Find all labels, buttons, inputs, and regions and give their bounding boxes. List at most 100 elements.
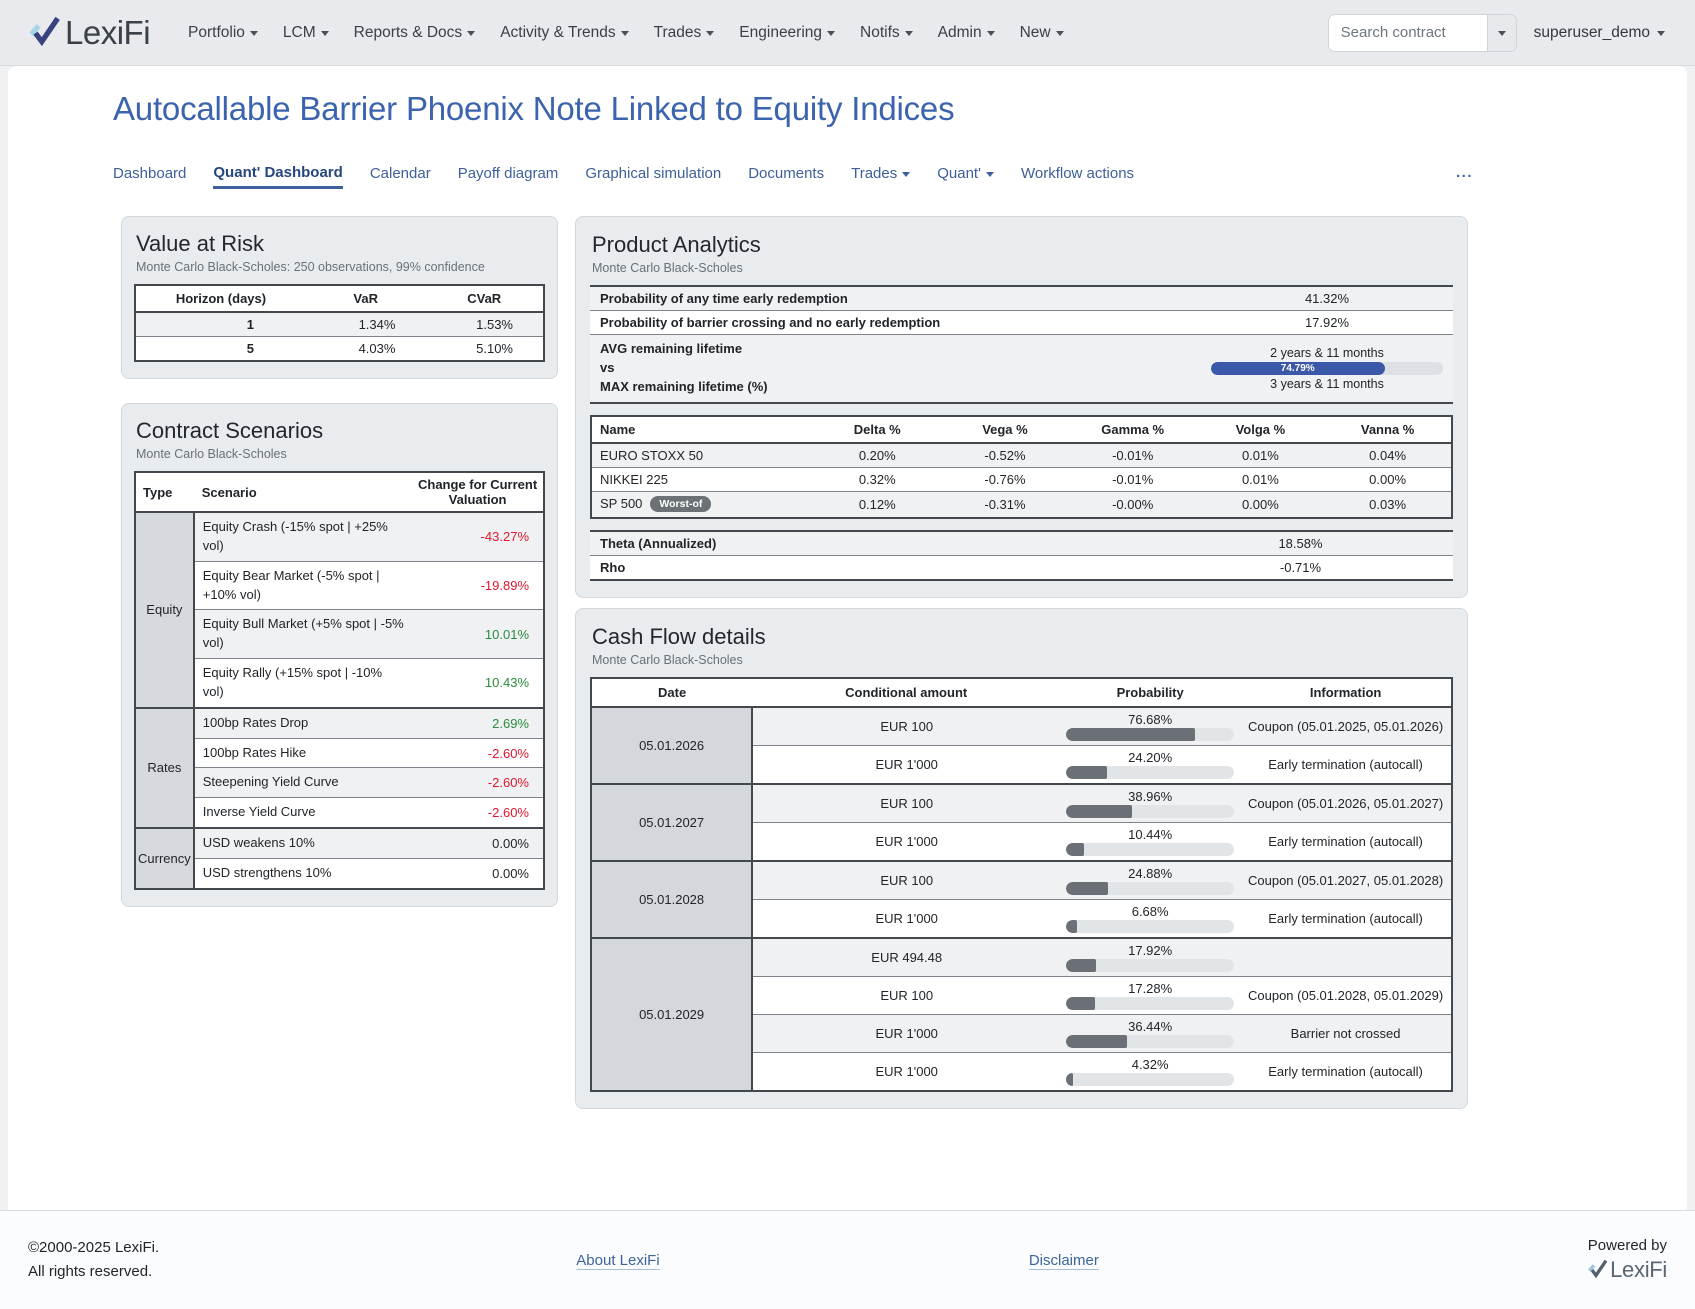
brand-text: LexiFi [1610, 1256, 1668, 1282]
footer-lexifi-logo[interactable]: LexiFi [1586, 1256, 1667, 1284]
chevron-down-icon [986, 31, 995, 36]
gamma-cell: -0.01% [1112, 447, 1154, 463]
lexifi-check-icon [26, 11, 64, 54]
nav-item-engineering[interactable]: Engineering [739, 24, 836, 42]
amount-cell: EUR 1'000 [875, 833, 938, 849]
about-lexifi-link[interactable]: About LexiFi [576, 1251, 660, 1269]
panel-title: Value at Risk [136, 231, 264, 256]
information-cell: Early termination (autocall) [1268, 1063, 1423, 1079]
user-menu[interactable]: superuser_demo [1534, 24, 1665, 42]
chevron-down-icon [1055, 31, 1064, 36]
underlying-name: NIKKEI 225 [600, 471, 668, 487]
worst-of-badge: Worst-of [650, 495, 712, 512]
powered-by: Powered by LexiFi [1586, 1237, 1668, 1284]
information-cell: Coupon (05.01.2025, 05.01.2026) [1247, 718, 1444, 734]
probability-bar [1066, 1034, 1235, 1048]
cashflow-group: 05.01.2029 EUR 494.48 17.92% EUR 100 [591, 937, 1452, 1091]
lexifi-logo[interactable]: LexiFi [26, 11, 151, 54]
chevron-down-icon [620, 31, 629, 36]
information-cell: Early termination (autocall) [1268, 910, 1423, 926]
tab-graphical-simulation[interactable]: Graphical simulation [585, 165, 722, 182]
search-input[interactable] [1328, 14, 1487, 51]
information-cell: Early termination (autocall) [1268, 756, 1423, 772]
navbar-right: superuser_demo [1327, 13, 1665, 52]
panel-title: Contract Scenarios [136, 418, 324, 443]
nav-item-activity-trends[interactable]: Activity & Trends [500, 24, 629, 42]
information-cell: Early termination (autocall) [1268, 833, 1423, 849]
tab-documents[interactable]: Documents [748, 165, 825, 182]
tab-workflow-actions[interactable]: Workflow actions [1020, 165, 1135, 182]
amount-cell: EUR 100 [880, 872, 934, 888]
cvar-cell: 5.10% [476, 341, 513, 356]
lifetime-percent-label: 74.79% [1280, 362, 1315, 374]
nav-item-new[interactable]: New [1020, 24, 1064, 42]
volga-cell: 0.01% [1241, 471, 1279, 487]
nav-item-portfolio[interactable]: Portfolio [188, 24, 258, 42]
probability-bar [1066, 958, 1235, 972]
probability-bar [1066, 842, 1235, 856]
table-row: 5 4.03% 5.10% [135, 336, 544, 361]
tab-quant[interactable]: Quant' [937, 165, 994, 189]
probability-value: 41.32% [1304, 291, 1350, 306]
probability-label: Probability of barrier crossing and no e… [600, 315, 941, 330]
nav-item-notifs[interactable]: Notifs [860, 24, 913, 42]
type-cell: Equity [135, 512, 195, 708]
table-row: 05.01.2027 EUR 100 38.96% Coupon (05.01.… [591, 783, 1452, 861]
scenario-cell: Inverse Yield Curve [202, 804, 316, 820]
delta-cell: 0.12% [858, 496, 896, 512]
probability-cell: 76.68% [1060, 707, 1240, 746]
table-row: Rates 100bp Rates Drop 2.69% [135, 707, 544, 829]
chevron-down-icon [467, 31, 476, 36]
underlying-name: SP 500 Worst-of [591, 491, 813, 518]
nav-item-admin[interactable]: Admin [938, 24, 995, 42]
cash-flow-table: Date Conditional amount Probability Info… [590, 676, 1453, 1092]
scenario-cell: Equity Rally (+15% spot | -10% vol) [202, 665, 383, 699]
delta-cell: 0.32% [858, 471, 896, 487]
column-header: Conditional amount [752, 677, 1061, 707]
lifetime-value: 2 years & 11 months 74.79% 3 years & 11 … [1211, 346, 1443, 391]
disclaimer-link[interactable]: Disclaimer [1028, 1251, 1099, 1269]
table-row: USD strengthens 10% 0.00% [135, 858, 544, 889]
chevron-down-icon [320, 31, 329, 36]
value-cell: 10.01% [484, 626, 529, 642]
probability-value: 17.92% [1304, 315, 1350, 330]
probability-bar [1066, 804, 1235, 818]
tab-trades[interactable]: Trades [851, 165, 911, 189]
theta-row: Theta (Annualized) 18.58% [590, 531, 1453, 555]
amount-cell: EUR 494.48 [871, 949, 943, 965]
table-row: 05.01.2026 EUR 100 76.68% Coupon (05.01.… [591, 706, 1452, 784]
tab-payoff-diagram[interactable]: Payoff diagram [457, 165, 559, 182]
probability-cell: 17.92% [1060, 938, 1240, 977]
scenario-cell: Equity Bear Market (-5% spot | +10% vol) [202, 567, 380, 602]
lexifi-check-icon [1586, 1256, 1610, 1284]
chevron-down-icon [827, 31, 836, 36]
more-tabs-button[interactable]: ... [1455, 164, 1473, 181]
tab-dashboard[interactable]: Dashboard [113, 165, 187, 182]
rho-label: Rho [600, 559, 626, 575]
table-row: 100bp Rates Hike -2.60% [135, 738, 544, 768]
value-cell: -2.60% [487, 745, 529, 761]
chevron-down-icon [706, 31, 715, 36]
nav-item-trades[interactable]: Trades [654, 24, 715, 42]
table-row: 05.01.2029 EUR 494.48 17.92% [591, 937, 1452, 1091]
nav-item-reports-docs[interactable]: Reports & Docs [354, 24, 476, 42]
chevron-down-icon [902, 172, 911, 177]
value-at-risk-panel: Value at Risk Monte Carlo Black-Scholes:… [121, 216, 558, 379]
tab-calendar[interactable]: Calendar [369, 165, 431, 182]
rho-row: Rho -0.71% [590, 554, 1453, 579]
contract-scenarios-table: Type Scenario Change for Current Valuati… [134, 471, 545, 890]
page-footer: ©2000-2025 LexiFi. All rights reserved. … [0, 1210, 1695, 1309]
nav-menu: Portfolio LCM Reports & Docs Activity & … [188, 24, 1064, 42]
column-header: Probability [1060, 677, 1241, 707]
column-header: Volga % [1196, 415, 1325, 443]
probability-cell: 6.68% [1060, 899, 1240, 938]
probability-cell: 17.28% [1060, 976, 1240, 1014]
table-row: Currency USD weakens 10% 0.00% [135, 828, 544, 889]
tab-quant-dashboard[interactable]: Quant' Dashboard [213, 164, 343, 189]
scenario-cell: Equity Bull Market (+5% spot | -5% vol) [202, 616, 404, 651]
avg-lifetime: 2 years & 11 months [1270, 345, 1384, 360]
main-content: Autocallable Barrier Phoenix Note Linked… [8, 66, 1687, 1210]
search-dropdown-button[interactable] [1486, 14, 1516, 51]
nav-item-lcm[interactable]: LCM [283, 24, 329, 42]
probability-cell: 10.44% [1060, 822, 1240, 861]
